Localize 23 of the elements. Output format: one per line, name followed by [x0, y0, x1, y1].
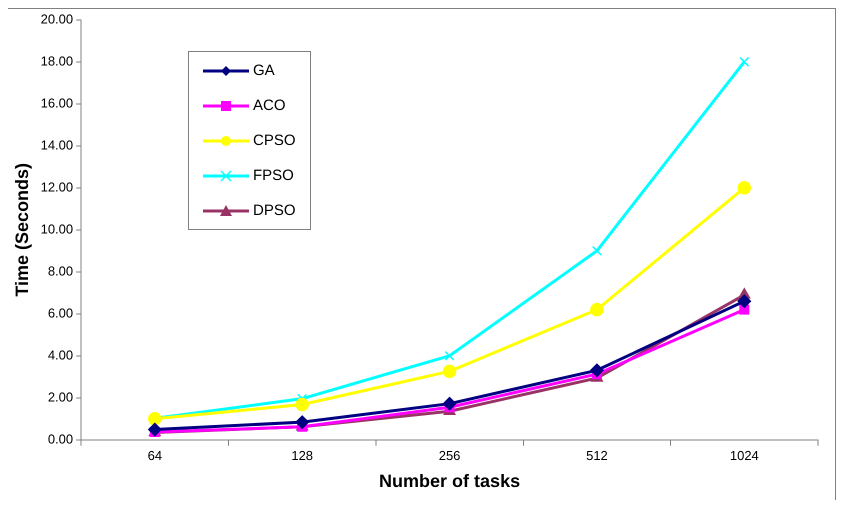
- legend-label: FPSO: [253, 167, 294, 184]
- y-tick-label: 6.00: [48, 305, 74, 320]
- x-axis-title: Number of tasks: [379, 471, 520, 492]
- y-tick-label: 12.00: [40, 179, 74, 194]
- y-tick-label: 2.00: [48, 389, 74, 404]
- x-tick-label: 128: [291, 448, 314, 464]
- y-tick-label: 8.00: [48, 263, 74, 278]
- y-tick-label: 16.00: [40, 95, 74, 110]
- y-tick-label: 0.00: [48, 431, 74, 446]
- legend-label: DPSO: [253, 202, 296, 219]
- y-tick-label: 20.00: [40, 11, 74, 26]
- x-tick-label: 512: [586, 448, 608, 464]
- x-tick-label: 1024: [730, 448, 759, 464]
- legend-label: GA: [253, 62, 275, 79]
- y-tick-label: 18.00: [40, 53, 74, 68]
- y-tick-label: 14.00: [40, 137, 74, 152]
- legend-label: ACO: [253, 97, 286, 114]
- x-tick-label: 64: [148, 448, 162, 464]
- x-tick-label: 256: [438, 448, 460, 464]
- y-tick-label: 10.00: [40, 221, 74, 236]
- y-tick-label: 4.00: [48, 347, 74, 362]
- y-axis-title: Time (Seconds): [12, 162, 32, 297]
- legend-label: CPSO: [253, 132, 296, 149]
